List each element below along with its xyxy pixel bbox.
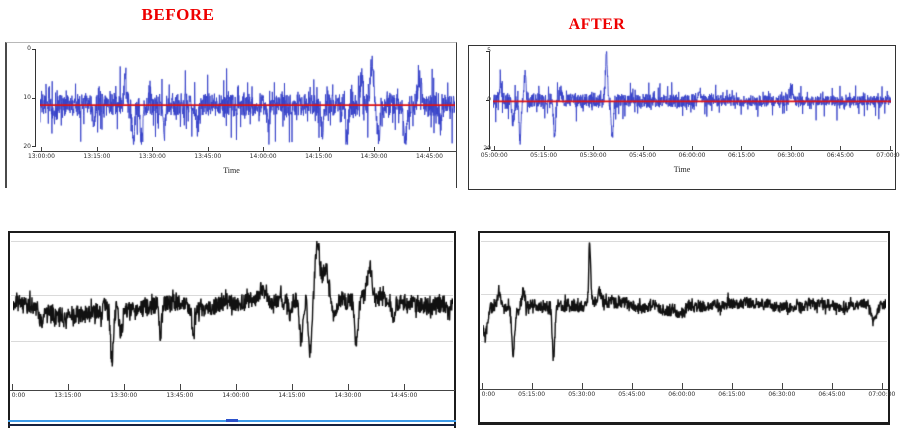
x-tick xyxy=(429,147,431,152)
x-tick xyxy=(731,383,733,390)
x-tick-label: 14:45:00 xyxy=(390,392,418,399)
before-raw-x-axis: 13:00:00 13:15:00 13:30:00 13:45:00 14:00:00… xyxy=(28,147,457,171)
x-tick xyxy=(581,383,583,390)
x-tick-label: 05:15:00 xyxy=(530,152,558,159)
after-raw-x-axis: 05:00:00 05:15:00 05:30:00 05:45:00 06:00:00… xyxy=(481,146,900,170)
x-tick xyxy=(631,383,633,390)
x-tick-label: 13:15:00 xyxy=(54,392,82,399)
before-raw-time-label: Time xyxy=(223,166,240,175)
x-tick-label: 13:45:00 xyxy=(194,153,222,160)
x-tick-label: 14:15:00 xyxy=(305,153,333,160)
y-tick-label: 20 xyxy=(23,143,31,150)
x-tick xyxy=(481,383,483,390)
x-tick-label: 05:45:00 xyxy=(618,391,646,398)
x-tick xyxy=(403,384,405,391)
y-tick-label: 5 xyxy=(487,48,491,54)
x-tick xyxy=(96,147,98,152)
x-tick-label: 07:00:00 xyxy=(868,391,896,398)
after-raw-time-label: Time xyxy=(673,165,691,174)
x-tick xyxy=(790,146,792,151)
x-tick-label: 13:30:00 xyxy=(110,392,138,399)
y-axis-labels: 0 10 20 xyxy=(11,45,31,150)
x-tick xyxy=(67,384,69,391)
x-tick-label: 14:00:00 xyxy=(249,153,277,160)
y-axis-bracket xyxy=(486,51,490,149)
x-tick xyxy=(692,146,693,151)
after-filtered-chart: 0:00 05:15:00 05:30:00 05:45:00 06:00:00 06:1… xyxy=(478,231,895,425)
x-tick-label: 06:15:00 xyxy=(718,391,746,398)
bottom-edge-marker xyxy=(226,419,238,422)
x-tick xyxy=(593,146,595,151)
before-raw-chart: 0 10 20 13:00:00 13:15:00 13:30:00 13:45:00 14… xyxy=(5,42,457,188)
x-tick-label: 13:00:00 xyxy=(27,153,55,160)
x-tick-label: 06:00:00 xyxy=(678,152,706,159)
x-tick xyxy=(889,146,891,151)
x-tick-label: 06:45:00 xyxy=(818,391,846,398)
y-tick-label: 0 xyxy=(27,45,31,52)
y-tick-label: 10 xyxy=(23,94,31,101)
x-tick xyxy=(543,146,545,151)
x-tick-label: 06:15:00 xyxy=(727,152,755,159)
before-title: BEFORE xyxy=(141,5,215,24)
before-filtered-x-axis: 0:00 13:15:00 13:30:00 13:45:00 14:00:00 14:1… xyxy=(10,384,455,410)
x-tick-label: 0:00 xyxy=(11,392,26,399)
x-tick xyxy=(11,384,13,391)
before-raw-plot xyxy=(40,50,455,146)
after-raw-chart: 5020 05:00:0005:15:0005:30:0005:45:0006:… xyxy=(468,45,900,190)
x-tick-label: 14:15:00 xyxy=(278,392,306,399)
x-tick xyxy=(291,384,293,391)
x-tick-label: 05:45:00 xyxy=(629,152,657,159)
x-tick-label: 14:30:00 xyxy=(334,392,362,399)
x-tick-label: 0:00 xyxy=(481,391,496,398)
x-tick xyxy=(374,147,376,152)
x-tick xyxy=(840,146,842,151)
x-tick-label: 06:30:00 xyxy=(777,152,805,159)
x-tick-label: 06:30:00 xyxy=(768,391,796,398)
x-tick xyxy=(881,383,883,390)
x-tick xyxy=(741,146,743,151)
x-tick xyxy=(781,383,783,390)
before-filtered-chart: 0:00 13:15:00 13:30:00 13:45:00 14:00:00 14:1… xyxy=(8,231,456,428)
x-tick xyxy=(681,383,683,390)
x-tick xyxy=(831,383,833,390)
x-tick xyxy=(318,147,320,152)
x-tick xyxy=(494,146,496,151)
x-tick xyxy=(642,146,644,151)
x-tick-label: 14:00:00 xyxy=(222,392,250,399)
x-tick xyxy=(207,147,209,152)
x-tick-label: 05:00:00 xyxy=(480,152,508,159)
after-filtered-plot xyxy=(483,236,886,388)
x-tick-label: 05:30:00 xyxy=(568,391,596,398)
y-axis-bracket xyxy=(32,49,36,147)
x-tick-label: 13:15:00 xyxy=(83,153,111,160)
after-filtered-x-axis: 0:00 05:15:00 05:30:00 05:45:00 06:00:00 06:1… xyxy=(480,383,895,409)
x-tick xyxy=(263,147,265,152)
before-filtered-plot xyxy=(13,236,453,389)
after-raw-plot xyxy=(493,50,891,146)
x-tick-label: 06:00:00 xyxy=(668,391,696,398)
x-tick xyxy=(179,384,181,391)
x-tick-label: 05:30:00 xyxy=(579,152,607,159)
x-tick-label: 13:45:00 xyxy=(166,392,194,399)
x-tick-label: 13:30:00 xyxy=(138,153,166,160)
window-bottom-shadow xyxy=(8,424,456,426)
x-tick xyxy=(347,384,349,391)
x-tick-label: 05:15:00 xyxy=(518,391,546,398)
x-tick-label: 14:45:00 xyxy=(415,153,443,160)
after-title: AFTER xyxy=(568,16,626,33)
x-tick xyxy=(41,147,43,152)
x-tick-label: 14:30:00 xyxy=(360,153,388,160)
x-tick-label: 07:00:00 xyxy=(876,152,900,159)
x-tick xyxy=(531,383,533,390)
x-tick xyxy=(123,384,125,391)
x-tick xyxy=(235,384,237,391)
x-tick xyxy=(152,147,154,152)
x-tick-label: 06:45:00 xyxy=(826,152,854,159)
